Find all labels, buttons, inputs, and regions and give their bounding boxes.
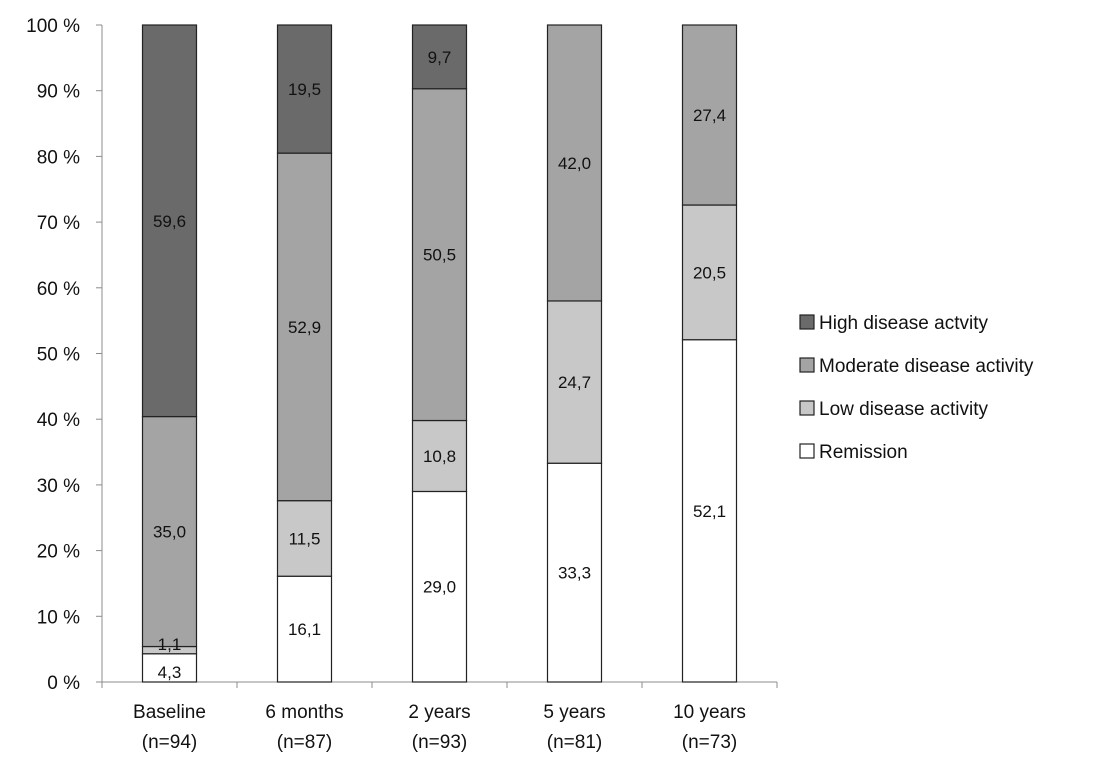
x-tick-label: (n=73) — [682, 732, 737, 753]
bar-segment — [411, 24, 468, 90]
bar-segment — [681, 339, 738, 683]
data-label: 1,1 — [158, 635, 182, 654]
y-tick-label: 100 % — [26, 16, 80, 37]
data-label: 16,1 — [288, 620, 321, 639]
y-tick-label: 20 % — [37, 542, 80, 563]
legend-label: Remission — [819, 442, 908, 463]
x-tick-label: 5 years — [543, 702, 605, 723]
x-tick-label: 2 years — [408, 702, 470, 723]
bar-segment — [141, 24, 198, 418]
data-label: 9,7 — [428, 48, 452, 67]
x-tick-label: (n=81) — [547, 732, 602, 753]
data-label: 27,4 — [693, 106, 726, 125]
x-tick-label: 10 years — [673, 702, 746, 723]
bar-segment — [681, 24, 738, 206]
bar-segment — [546, 24, 603, 302]
data-label: 35,0 — [153, 523, 186, 542]
data-label: 29,0 — [423, 578, 456, 597]
bar-segment — [411, 490, 468, 683]
data-label: 20,5 — [693, 263, 726, 282]
data-label: 59,6 — [153, 212, 186, 231]
y-tick-label: 40 % — [37, 410, 80, 431]
data-label: 52,1 — [693, 502, 726, 521]
y-tick-label: 10 % — [37, 607, 80, 628]
bar-segment — [411, 419, 468, 493]
data-label: 50,5 — [423, 246, 456, 265]
bar-segment — [546, 462, 603, 683]
data-label: 33,3 — [558, 564, 591, 583]
y-tick-label: 90 % — [37, 82, 80, 103]
x-tick-label: 6 months — [265, 702, 343, 723]
bar-segment — [546, 300, 603, 464]
y-tick-label: 60 % — [37, 279, 80, 300]
bar-segment — [411, 88, 468, 422]
y-tick-label: 0 % — [47, 673, 80, 694]
legend-swatch — [799, 400, 815, 416]
data-label: 19,5 — [288, 80, 321, 99]
data-label: 24,7 — [558, 373, 591, 392]
data-label: 10,8 — [423, 447, 456, 466]
legend-swatch — [799, 357, 815, 373]
x-tick-label: (n=93) — [412, 732, 467, 753]
x-tick-label: (n=87) — [277, 732, 332, 753]
legend-label: High disease actvity — [819, 313, 988, 334]
y-tick-label: 80 % — [37, 147, 80, 168]
y-tick-label: 30 % — [37, 476, 80, 497]
bar-segment — [276, 152, 333, 502]
legend-label: Moderate disease activity — [819, 356, 1034, 377]
bar-segment — [276, 500, 333, 577]
y-tick-label: 50 % — [37, 345, 80, 366]
y-tick-label: 70 % — [37, 213, 80, 234]
data-label: 4,3 — [158, 663, 182, 682]
legend-swatch — [799, 314, 815, 330]
data-label: 52,9 — [288, 318, 321, 337]
bar-segment — [276, 24, 333, 154]
x-tick-label: (n=94) — [142, 732, 197, 753]
legend-label: Low disease activity — [819, 399, 988, 420]
legend-swatch — [799, 443, 815, 459]
bar-segment — [681, 204, 738, 341]
data-label: 42,0 — [558, 154, 591, 173]
data-label: 11,5 — [289, 529, 321, 548]
bar-segment — [276, 575, 333, 683]
x-tick-label: Baseline — [133, 702, 206, 723]
